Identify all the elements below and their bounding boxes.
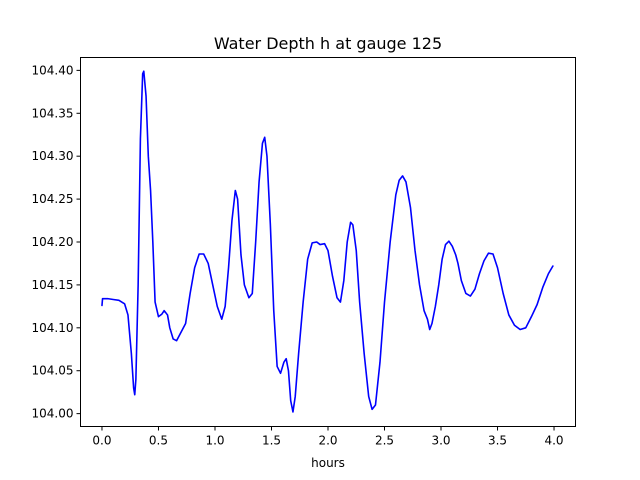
y-tick-label: 104.40 bbox=[32, 63, 74, 77]
y-tick-label: 104.05 bbox=[32, 364, 74, 378]
y-tick-label: 104.30 bbox=[32, 149, 74, 163]
y-tick-label: 104.20 bbox=[32, 235, 74, 249]
x-tick-label: 2.5 bbox=[375, 434, 394, 448]
x-tick-label: 2.0 bbox=[318, 434, 337, 448]
y-tick-label: 104.25 bbox=[32, 192, 74, 206]
x-tick-label: 0.0 bbox=[92, 434, 111, 448]
x-axis-label: hours bbox=[311, 456, 345, 470]
x-tick-label: 1.5 bbox=[262, 434, 281, 448]
y-tick-label: 104.15 bbox=[32, 278, 74, 292]
y-axis: 104.00 104.05 104.10 104.15 104.20 104.25 104.… bbox=[32, 63, 81, 421]
y-tick-label: 104.00 bbox=[32, 407, 74, 421]
x-tick-label: 1.0 bbox=[205, 434, 224, 448]
x-tick-label: 4.0 bbox=[544, 434, 563, 448]
plot-frame bbox=[80, 57, 576, 427]
plot-area bbox=[101, 70, 554, 413]
x-tick-label: 3.5 bbox=[488, 434, 507, 448]
x-axis: 0.0 0.5 1.0 1.5 2.0 2.5 3.0 3.5 4.0 bbox=[92, 426, 564, 448]
y-tick-label: 104.35 bbox=[32, 106, 74, 120]
y-tick-label: 104.10 bbox=[32, 321, 74, 335]
chart-title: Water Depth h at gauge 125 bbox=[214, 34, 442, 53]
x-tick-label: 3.0 bbox=[431, 434, 450, 448]
x-tick-label: 0.5 bbox=[149, 434, 168, 448]
series-line bbox=[101, 70, 554, 413]
